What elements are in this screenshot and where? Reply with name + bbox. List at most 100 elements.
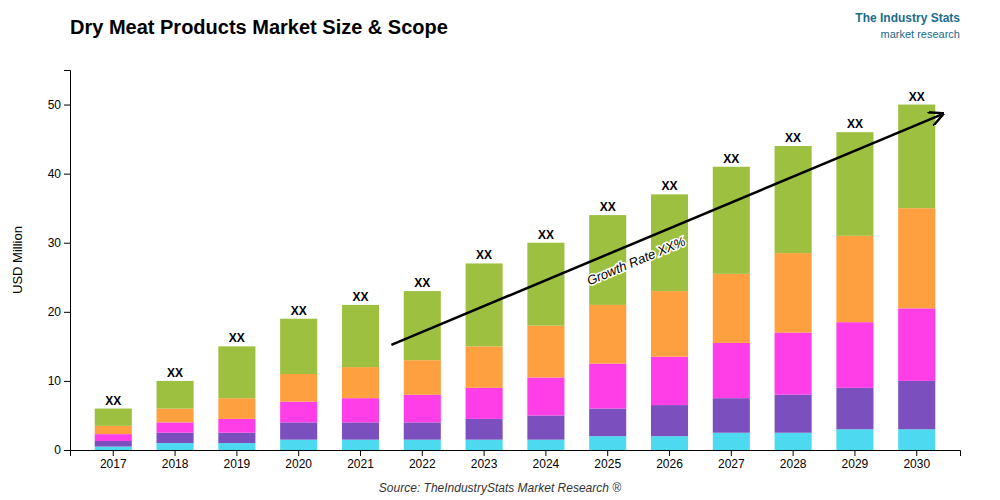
bar-segment: [95, 426, 132, 434]
bar-label: XX: [352, 290, 368, 304]
y-tick-line: [64, 105, 70, 106]
bar-segment: [342, 367, 379, 398]
bar-segment: [157, 433, 194, 443]
bar-segment: [342, 398, 379, 422]
x-tick-line: [793, 450, 794, 456]
bar-label: XX: [662, 179, 678, 193]
bar-segment: [218, 433, 255, 443]
y-tick-label: 30: [48, 236, 62, 250]
x-tick: 2020: [285, 450, 312, 471]
bar-segment: [651, 357, 688, 405]
logo-text: The Industry Stats: [855, 11, 960, 25]
bar-segment: [589, 364, 626, 409]
x-tick: 2028: [780, 450, 807, 471]
y-tick: 10: [48, 374, 70, 388]
bar-segment: [404, 440, 441, 450]
y-tick-label: 50: [48, 98, 62, 112]
bar-segment: [651, 436, 688, 450]
bar-segment: [404, 422, 441, 439]
x-tick-line: [175, 450, 176, 456]
bar-segment: [589, 436, 626, 450]
bar-segment: [280, 374, 317, 402]
bar-segment: [527, 440, 564, 450]
x-tick: 2030: [903, 450, 930, 471]
x-tick: 2023: [471, 450, 498, 471]
x-tick-line: [731, 450, 732, 456]
x-axis-line: [71, 451, 961, 457]
x-tick-line: [422, 450, 423, 456]
bar-segment: [836, 132, 873, 236]
bar-segment: [342, 422, 379, 439]
bar-segment: [466, 419, 503, 440]
x-tick: 2022: [409, 450, 436, 471]
x-tick: 2026: [656, 450, 683, 471]
y-tick-label: 10: [48, 374, 62, 388]
x-tick: 2024: [533, 450, 560, 471]
bar-segment: [157, 422, 194, 432]
growth-arrow: [391, 115, 941, 345]
bar-segment: [713, 167, 750, 274]
bar-segment: [95, 447, 132, 450]
bar-segment: [775, 433, 812, 450]
bar-label: XX: [414, 276, 430, 290]
bar-segment: [713, 343, 750, 398]
bar-segment: [898, 381, 935, 429]
bar-segment: [836, 236, 873, 322]
bar-segment: [342, 440, 379, 450]
bar-label: XX: [476, 248, 492, 262]
bar-label: XX: [538, 228, 554, 242]
x-tick-line: [916, 450, 917, 456]
x-tick-label: 2029: [842, 457, 869, 471]
x-tick-line: [669, 450, 670, 456]
bar-segment: [713, 398, 750, 433]
bar-label: XX: [600, 200, 616, 214]
x-tick-line: [236, 450, 237, 456]
x-tick-line: [298, 450, 299, 456]
y-tick-label: 20: [48, 305, 62, 319]
bar-segment: [280, 422, 317, 439]
plot: 2017201820192020202120222023202420252026…: [10, 71, 961, 471]
bar-segment: [527, 326, 564, 378]
bar-label: XX: [229, 331, 245, 345]
bar-segment: [218, 398, 255, 419]
x-tick-line: [607, 450, 608, 456]
bar-segment: [836, 388, 873, 429]
source: Source: TheIndustryStats Market Research…: [379, 481, 621, 495]
x-tick-label: 2021: [347, 457, 374, 471]
y-tick: 40: [48, 167, 70, 181]
x-tick-label: 2017: [100, 457, 127, 471]
bar-segment: [404, 360, 441, 395]
x-tick: 2019: [224, 450, 251, 471]
title: Dry Meat Products Market Size & Scope: [70, 16, 448, 38]
bar-segment: [527, 243, 564, 326]
x-tick-label: 2024: [533, 457, 560, 471]
bar-segment: [95, 409, 132, 426]
x-tick: 2025: [594, 450, 621, 471]
y-tick-line: [64, 174, 70, 175]
bar-segment: [157, 381, 194, 409]
bar-segment: [466, 346, 503, 387]
x-tick-line: [545, 450, 546, 456]
x-tick: 2029: [842, 450, 869, 471]
y-tick: 0: [54, 443, 70, 457]
bar-segment: [527, 377, 564, 415]
bar-label: XX: [167, 366, 183, 380]
bar-segment: [775, 253, 812, 332]
bar-segment: [775, 333, 812, 395]
x-tick-line: [113, 450, 114, 456]
x-tick: 2017: [100, 450, 127, 471]
growth-label: Growth Rate XX%: [584, 234, 687, 289]
y-tick: 50: [48, 98, 70, 112]
y-tick-line: [64, 381, 70, 382]
bars: [95, 105, 936, 450]
y-tick-line: [64, 312, 70, 313]
x-tick-line: [360, 450, 361, 456]
bar-segment: [280, 319, 317, 374]
bar-label: XX: [847, 117, 863, 131]
bar-segment: [651, 291, 688, 357]
bar-segment: [466, 440, 503, 450]
bar-segment: [589, 409, 626, 437]
bar-segment: [713, 274, 750, 343]
x-tick-label: 2028: [780, 457, 807, 471]
bar-segment: [218, 419, 255, 433]
